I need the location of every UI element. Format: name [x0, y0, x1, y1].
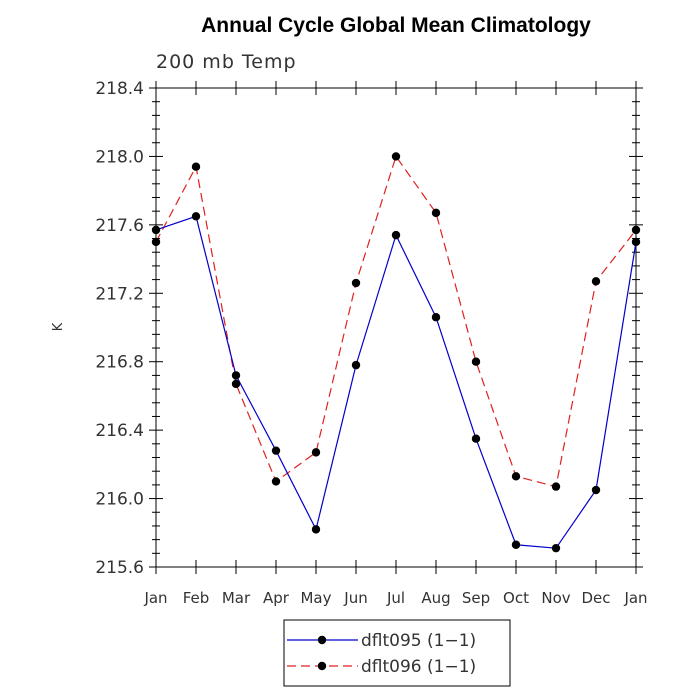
data-point-series-2 [271, 477, 281, 486]
axis-ticks [149, 81, 643, 574]
data-point-series-2 [191, 162, 201, 171]
y-tick-label: 217.6 [95, 216, 144, 236]
x-tick-label: Mar [222, 589, 251, 607]
data-point-series-1 [431, 313, 441, 322]
x-tick-label: Aug [421, 589, 450, 607]
data-point-series-2 [231, 379, 241, 389]
y-tick-label: 218.0 [95, 147, 144, 167]
y-tick-label: 217.2 [95, 284, 144, 304]
legend-box [283, 619, 511, 687]
chart-subtitle: 200 mb Temp [156, 51, 297, 73]
data-point-series-2 [311, 448, 321, 457]
data-point-series-1 [551, 543, 561, 553]
series-line-1 [155, 215, 637, 549]
data-point-series-1 [231, 371, 241, 380]
series-layer [151, 152, 641, 553]
y-tick-label: 218.4 [95, 79, 144, 99]
x-tick-label: Jun [343, 589, 367, 607]
legend-label-1: dflt095 (1−1) [361, 631, 476, 651]
legend-swatch-marker-2 [317, 661, 327, 671]
data-point-series-2 [631, 225, 641, 235]
series-line-2 [155, 155, 637, 488]
legend-swatch-marker-1 [317, 635, 327, 645]
x-tick-label: Dec [581, 589, 610, 607]
data-point-series-2 [551, 482, 561, 491]
data-point-series-1 [511, 540, 521, 549]
x-tick-label: Oct [503, 589, 529, 607]
x-tick-label: Jan [623, 589, 647, 607]
data-point-series-1 [271, 446, 281, 455]
y-tick-label: 215.6 [95, 558, 144, 578]
legend-label-2: dflt096 (1−1) [361, 657, 476, 677]
x-tick-labels: Jan Feb Mar Apr May Jun Jul Aug Sep Oct Nov Dec Jan [143, 589, 647, 607]
y-tick-label: 216.8 [95, 353, 144, 373]
data-point-series-1 [391, 230, 401, 240]
x-tick-label: Sep [462, 589, 490, 607]
y-tick-label: 216.4 [95, 421, 144, 441]
data-point-series-2 [391, 152, 401, 161]
data-point-series-2 [511, 472, 521, 481]
data-point-series-2 [471, 357, 481, 366]
y-tick-labels: 215.6 216.0 216.4 216.8 217.2 217.6 218.0 218.4 [95, 79, 144, 578]
x-tick-label: Apr [263, 589, 290, 607]
x-tick-label: Nov [541, 589, 570, 607]
data-point-series-1 [471, 434, 481, 443]
data-point-series-1 [351, 360, 361, 370]
y-tick-label: 216.0 [95, 490, 144, 510]
x-tick-label: Jan [143, 589, 167, 607]
data-point-series-2 [591, 277, 601, 286]
data-point-series-2 [351, 278, 361, 288]
y-axis-label: K [51, 322, 66, 331]
x-tick-label: May [300, 589, 331, 607]
data-point-series-1 [311, 525, 321, 534]
data-point-series-2 [431, 208, 441, 218]
x-tick-label: Feb [183, 589, 210, 607]
data-point-series-1 [591, 485, 601, 495]
data-point-series-1 [631, 237, 641, 247]
data-point-series-1 [191, 212, 201, 221]
x-tick-label: Jul [386, 589, 405, 607]
data-point-series-2 [151, 237, 161, 247]
legend: dflt095 (1−1) dflt096 (1−1) [283, 619, 511, 687]
chart-title: Annual Cycle Global Mean Climatology [201, 14, 591, 37]
data-point-series-1 [151, 225, 161, 235]
